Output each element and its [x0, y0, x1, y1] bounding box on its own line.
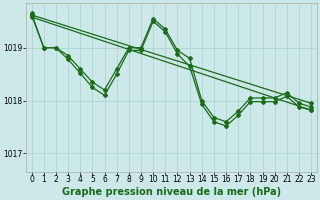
- X-axis label: Graphe pression niveau de la mer (hPa): Graphe pression niveau de la mer (hPa): [62, 187, 281, 197]
